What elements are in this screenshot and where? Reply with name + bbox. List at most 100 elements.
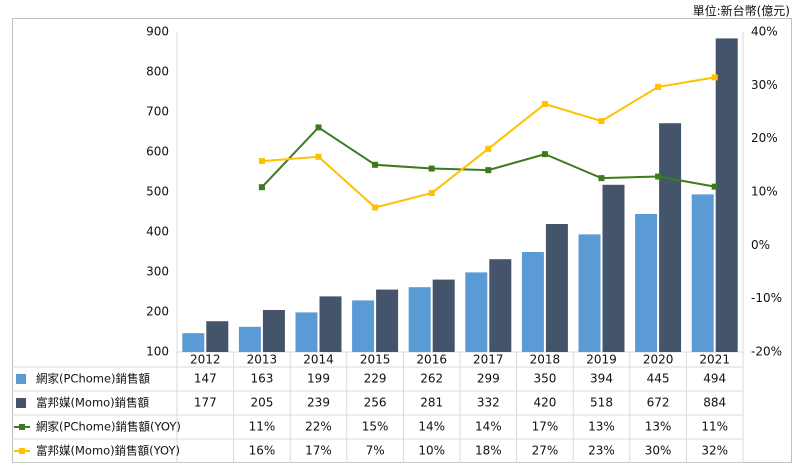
- momo-yoy-point: [485, 145, 492, 152]
- y-tick-label: 600: [146, 145, 169, 159]
- table-cell: 11%: [701, 420, 728, 434]
- x-tick-label: 2014: [303, 353, 334, 367]
- pchome-yoy-point: [428, 165, 435, 172]
- pchome-bar: [295, 312, 318, 352]
- y2-tick-label: 20%: [751, 131, 778, 145]
- momo-bar: [206, 321, 229, 352]
- y-tick-label: 200: [146, 305, 169, 319]
- y-tick-label: 700: [146, 105, 169, 119]
- table-cell: 32%: [701, 444, 728, 458]
- table-cell: 672: [647, 396, 670, 410]
- pchome-yoy-point: [655, 173, 662, 180]
- legend-key-marker: [19, 448, 25, 454]
- legend-label: 富邦媒(Momo)銷售額: [36, 396, 150, 410]
- table-cell: 394: [590, 372, 613, 386]
- table-cell: 445: [647, 372, 670, 386]
- table-cell: 350: [533, 372, 556, 386]
- y-tick-label: 900: [146, 25, 169, 39]
- x-tick-label: 2015: [360, 353, 391, 367]
- table-cell: 23%: [588, 444, 615, 458]
- table-cell: 262: [420, 372, 443, 386]
- table-cell: 199: [307, 372, 330, 386]
- pchome-yoy-point: [258, 184, 265, 191]
- y2-tick-label: 30%: [751, 78, 778, 92]
- pchome-yoy-point: [541, 151, 548, 158]
- legend-key-bar: [16, 398, 26, 408]
- table-cell: 10%: [418, 444, 445, 458]
- unit-label: 單位:新台幣(億元): [692, 4, 790, 18]
- table-cell: 14%: [475, 420, 502, 434]
- y-tick-label: 100: [146, 345, 169, 359]
- momo-bar: [659, 123, 682, 352]
- momo-bar: [432, 279, 455, 352]
- table-cell: 518: [590, 396, 613, 410]
- x-tick-label: 2018: [530, 353, 561, 367]
- table-cell: 11%: [249, 420, 276, 434]
- pchome-bar: [635, 214, 658, 352]
- axes: 100 200 300 400 500 600 700 800 900 -20% -10% 0% 10%…: [146, 25, 782, 367]
- table-cell: 281: [420, 396, 443, 410]
- y2-tick-label: 40%: [751, 25, 778, 39]
- bar-marks: [182, 38, 738, 353]
- table-cell: 13%: [645, 420, 672, 434]
- momo-yoy-point: [711, 74, 718, 81]
- y-tick-label: 400: [146, 225, 169, 239]
- momo-yoy-point: [655, 83, 662, 90]
- pchome-bar: [465, 272, 488, 352]
- table-cell: 27%: [532, 444, 559, 458]
- table-cell: 177: [194, 396, 217, 410]
- y2-tick-label: 0%: [751, 238, 770, 252]
- pchome-yoy-point: [711, 183, 718, 190]
- pchome-bar: [238, 326, 261, 352]
- legend-label: 網家(PChome)銷售額: [36, 372, 151, 386]
- momo-yoy-point: [598, 118, 605, 125]
- table-cell: 884: [703, 396, 726, 410]
- line-marks: [258, 74, 718, 211]
- y-tick-label: 800: [146, 65, 169, 79]
- x-tick-label: 2020: [643, 353, 674, 367]
- momo-yoy-point: [372, 204, 379, 211]
- data-table: 網家(PChome)銷售額 147 163 199 229 262 299 350 394 445…: [12, 352, 744, 463]
- x-tick-label: 2012: [190, 353, 221, 367]
- table-cell: 30%: [645, 444, 672, 458]
- legend-label: 網家(PChome)銷售額(YOY): [36, 420, 181, 434]
- x-tick-label: 2017: [473, 353, 504, 367]
- table-cell: 17%: [532, 420, 559, 434]
- x-tick-label: 2013: [247, 353, 278, 367]
- pchome-bar: [578, 234, 601, 352]
- momo-yoy-point: [541, 101, 548, 107]
- pchome-yoy-point: [372, 161, 379, 168]
- x-tick-label: 2016: [416, 353, 447, 367]
- table-cell: 239: [307, 396, 330, 410]
- x-tick-label: 2021: [699, 353, 730, 367]
- table-cell: 163: [250, 372, 273, 386]
- legend-key-marker: [19, 424, 25, 430]
- plot-area: [176, 32, 744, 353]
- momo-bar: [602, 184, 625, 352]
- momo-yoy-point: [258, 158, 265, 165]
- momo-bar: [545, 224, 568, 352]
- table-cell: 420: [533, 396, 556, 410]
- momo-bar: [376, 289, 399, 352]
- table-cell: 494: [703, 372, 726, 386]
- momo-yoy-point: [315, 153, 322, 160]
- pchome-yoy-point: [315, 124, 322, 131]
- y-tick-label: 500: [146, 185, 169, 199]
- momo-bar: [489, 259, 512, 352]
- momo-bar: [319, 296, 342, 352]
- table-cell: 14%: [418, 420, 445, 434]
- table-cell: 205: [250, 396, 273, 410]
- pchome-bar: [408, 287, 431, 352]
- pchome-bar: [352, 300, 375, 352]
- legend-key-bar: [16, 374, 26, 384]
- momo-bar: [715, 38, 738, 353]
- table-cell: 17%: [305, 444, 332, 458]
- pchome-bar: [182, 333, 205, 352]
- pchome-bar: [521, 252, 544, 352]
- x-tick-label: 2019: [586, 353, 617, 367]
- table-cell: 147: [194, 372, 217, 386]
- table-cell: 22%: [305, 420, 332, 434]
- table-cell: 13%: [588, 420, 615, 434]
- pchome-yoy-line: [261, 126, 715, 188]
